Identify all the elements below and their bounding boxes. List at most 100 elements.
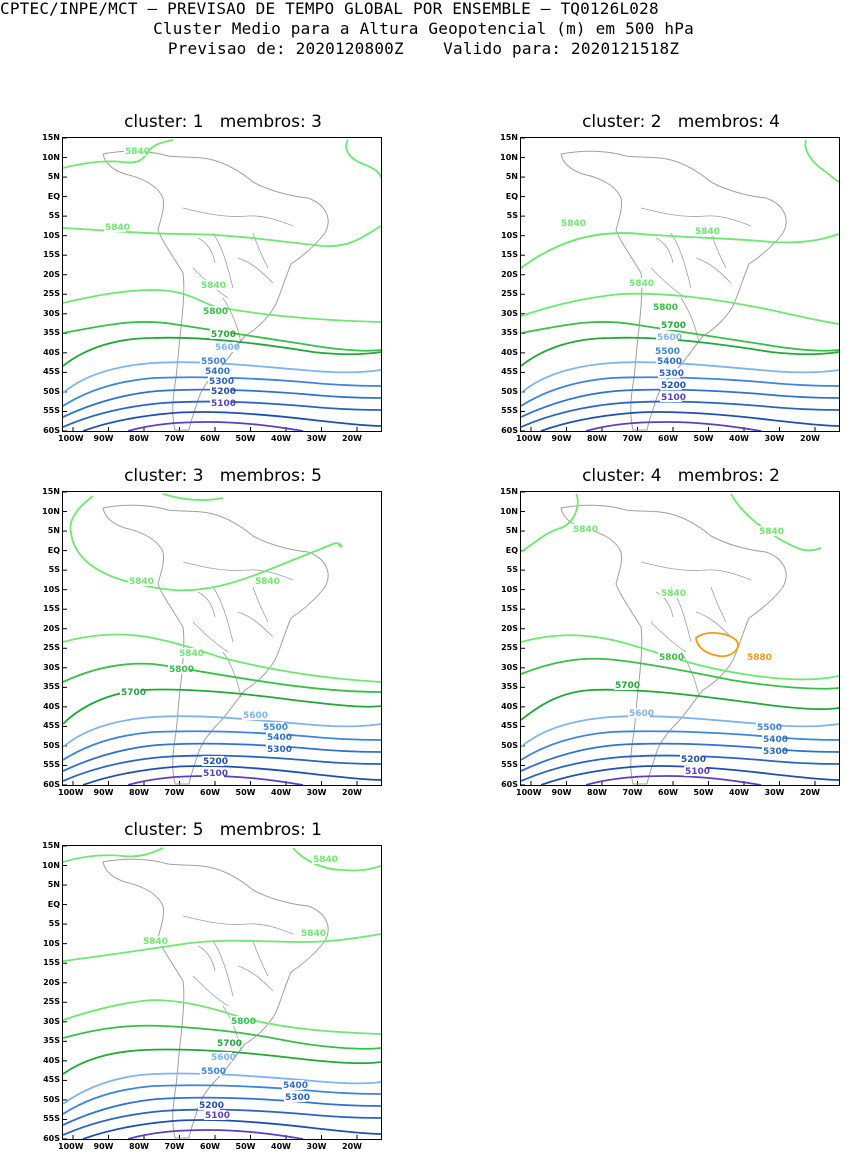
lat-tick-label: 10S	[501, 230, 518, 240]
contour-5600	[63, 715, 381, 748]
contour-5840	[804, 139, 839, 183]
country-border	[252, 232, 269, 269]
header-line-1: CPTEC/INPE/MCT – PREVISAO DE TEMPO GLOBA…	[0, 0, 659, 18]
lat-tick-label: 55S	[501, 760, 518, 770]
geopotential-map: 5840 5840 5840 5800 5700 5600 5500 5400 5300 5200…	[62, 845, 382, 1140]
lat-tick-label: 10N	[42, 860, 60, 870]
contour-label: 5840	[759, 527, 784, 537]
lat-tick-label: 50S	[501, 740, 518, 750]
geopotential-map: 5840 5840 5840 5880 5800 5700 5600 5500 5400 5300…	[520, 491, 840, 786]
contour-5700	[63, 1048, 381, 1075]
lat-tick-label: 45S	[501, 367, 518, 377]
lon-tick-label: 20W	[800, 788, 820, 797]
contour-label: 5840	[301, 929, 326, 939]
lon-tick-label: 30W	[306, 1142, 327, 1151]
contour-label-bg	[266, 732, 288, 742]
country-border	[640, 207, 752, 227]
contour-label-bg	[104, 222, 126, 232]
lon-tick-label: 90W	[551, 434, 572, 443]
lon-tick-label: 50W	[235, 1142, 256, 1151]
lon-tick-label: 80W	[129, 434, 149, 443]
contour-label: 5840	[129, 577, 154, 587]
contour-5840	[63, 289, 381, 323]
cluster-title: cluster: 2 membros: 4	[582, 112, 780, 132]
contour-label: 5840	[125, 147, 150, 157]
contour-5100	[127, 1129, 304, 1139]
contour-5840	[63, 633, 381, 683]
contour-label: 5840	[573, 525, 598, 535]
contour-5600	[521, 715, 839, 748]
lon-tick-label: 60W	[658, 788, 678, 797]
contour-label: 5600	[211, 1053, 236, 1063]
cluster-panel-1: cluster: 1 membros: 3 15N 10N 5N EQ 5S 10S 15S 2…	[0, 112, 390, 452]
contour-label: 5100	[661, 393, 686, 403]
contour-label: 5840	[201, 281, 226, 291]
contour-label: 5300	[267, 745, 292, 755]
contour-label: 5800	[203, 307, 228, 317]
lat-tick-label: 10S	[501, 584, 518, 594]
lon-tick-label: 70W	[164, 434, 185, 443]
lat-tick-label: 15N	[500, 487, 518, 496]
contour-label: 5840	[143, 937, 168, 947]
contour-label-bg	[168, 664, 190, 674]
country-border	[222, 297, 242, 344]
contour-5840	[63, 847, 164, 863]
country-border	[212, 586, 234, 643]
country-border	[655, 237, 674, 264]
lon-tick-label: 60W	[200, 434, 220, 443]
country-border	[710, 586, 727, 623]
contour-label-bg	[628, 708, 650, 718]
lat-tick-label: 10S	[43, 938, 60, 948]
lat-tick-label: 25S	[43, 643, 60, 653]
contour-label-bg	[660, 320, 682, 330]
contour-label-bg	[202, 768, 224, 778]
contour-label: 5800	[659, 653, 684, 663]
contour-5800	[63, 662, 381, 693]
contour-label: 5300	[285, 1093, 310, 1103]
geopotential-map: 5840 5840 5840 5800 5700 5600 5500 5400 5300 5200…	[62, 137, 382, 432]
lon-tick-label: 80W	[587, 434, 607, 443]
map-canvas: 5840584058405800570056005500540053005200…	[63, 138, 381, 431]
country-border	[197, 237, 216, 264]
contour-label: 5300	[209, 377, 234, 387]
cluster-panel-2: cluster: 2 membros: 4 15N 10N 5N EQ 5S 10S 15S 2…	[458, 112, 847, 452]
country-border	[182, 561, 294, 581]
country-border	[670, 232, 692, 289]
lat-tick-label: 55S	[43, 760, 60, 770]
lon-tick-label: 80W	[129, 1142, 149, 1151]
contour-label-bg	[660, 380, 682, 390]
lat-tick-label: 5N	[505, 526, 518, 536]
country-border	[680, 297, 700, 344]
lat-tick-label: 15N	[42, 133, 60, 142]
country-border	[212, 232, 234, 289]
contour-label: 5800	[653, 303, 678, 313]
country-border	[695, 257, 732, 284]
lat-tick-label: 35S	[43, 682, 60, 692]
contour-5840	[69, 495, 343, 592]
contour-label: 5840	[695, 227, 720, 237]
map-canvas: 5840584058405800570056005500540053005200…	[63, 492, 381, 785]
contour-label: 5200	[203, 757, 228, 767]
lon-tick-label: 30W	[764, 434, 785, 443]
contour-5500	[521, 730, 839, 761]
contour-5300	[63, 754, 381, 782]
country-border	[650, 621, 687, 653]
contour-label-bg	[214, 342, 236, 352]
contour-5200	[82, 411, 381, 431]
contour-label: 5700	[661, 321, 686, 331]
contour-label-bg	[230, 1016, 252, 1026]
lat-tick-label: EQ	[47, 899, 60, 909]
cluster-title: cluster: 4 membros: 2	[582, 466, 780, 486]
country-border	[192, 975, 229, 1007]
contour-label-bg	[660, 588, 682, 598]
contour-label: 5400	[267, 733, 292, 743]
lon-tick-label: 80W	[587, 788, 607, 797]
contour-label-bg	[202, 306, 224, 316]
contour-label-bg	[266, 744, 288, 754]
contour-5100	[585, 775, 762, 785]
contour-label: 5840	[561, 219, 586, 229]
lon-tick-label: 50W	[235, 788, 256, 797]
lat-tick-label: 25S	[501, 289, 518, 299]
lat-tick-label: 35S	[43, 1036, 60, 1046]
contour-label-bg	[216, 1038, 238, 1048]
